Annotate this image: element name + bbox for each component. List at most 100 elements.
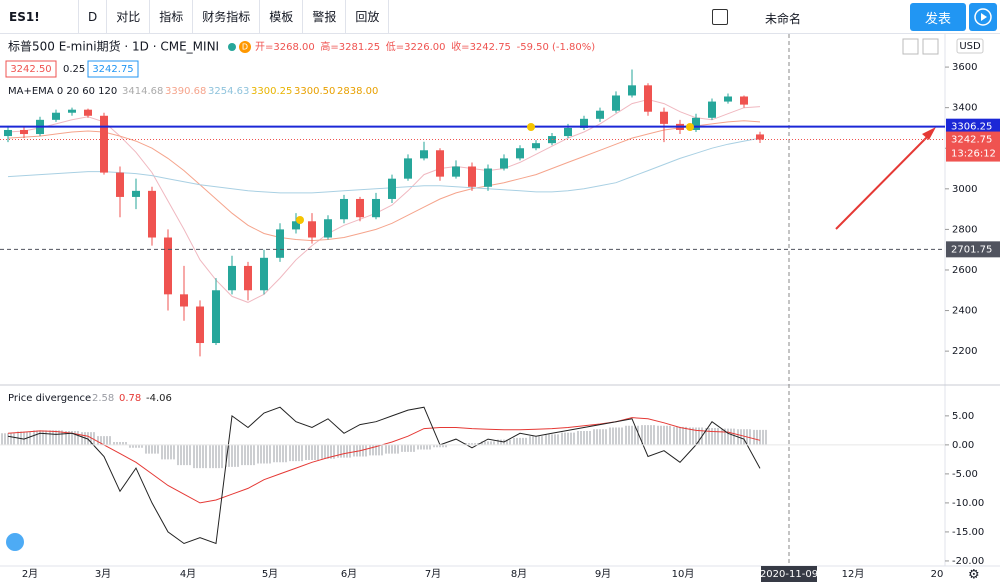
indicator-value: 2838.00	[337, 86, 378, 97]
candle-body	[100, 115, 108, 173]
candle-body	[324, 219, 332, 238]
legend-value: -4.06	[146, 393, 172, 404]
x-tick-label: 5月	[262, 568, 278, 580]
candle-body	[564, 127, 572, 137]
candle-body	[644, 85, 652, 112]
indicator-name: MA+EMA 0 20 60 120	[8, 86, 117, 97]
candle-body	[52, 112, 60, 120]
cursor-label: 2020-11-09	[760, 569, 818, 580]
countdown: 13:26:12	[951, 149, 996, 160]
y-tick-label: -5.00	[952, 469, 978, 480]
indicator-value: 3300.50	[294, 86, 335, 97]
toolbar-button[interactable]: 模板	[260, 0, 304, 34]
candle-body	[740, 96, 748, 105]
x-tick-label: 20	[931, 569, 944, 580]
indicator-value: 3390.68	[165, 86, 206, 97]
bid: 3242.50	[10, 64, 51, 75]
indicator-value: 3414.68	[122, 86, 163, 97]
candle-body	[340, 198, 348, 220]
ohlc-value: 开=3268.00	[255, 42, 315, 53]
ohlc-value: 低=3226.00	[386, 40, 446, 53]
candle-body	[68, 109, 76, 113]
moving-average	[7, 120, 761, 242]
y-tick-label: 0.00	[952, 440, 974, 451]
x-tick-label: 7月	[425, 568, 441, 580]
publish-button[interactable]: 发表	[910, 3, 966, 31]
x-tick-label: 3月	[95, 568, 111, 580]
candle-body	[388, 178, 396, 199]
candle-body	[116, 172, 124, 197]
candle-body	[276, 229, 284, 258]
candle-body	[436, 150, 444, 177]
last-price-tag	[946, 131, 1000, 162]
x-tick-label: 6月	[341, 568, 357, 580]
toolbar-button[interactable]: 回放	[346, 0, 390, 34]
x-tick-label: 10月	[672, 568, 695, 580]
y-tick-label: -10.00	[952, 498, 984, 509]
price-tag	[946, 241, 1000, 258]
toolbar-button[interactable]: 警报	[303, 0, 347, 34]
candle-body	[212, 290, 220, 344]
candle-body	[260, 257, 268, 291]
indicator-title: Price divergence	[8, 393, 91, 404]
moving-average	[7, 137, 761, 194]
cursor-tag	[761, 566, 817, 582]
candle-body	[516, 148, 524, 159]
layout-name[interactable]: 未命名	[765, 12, 802, 26]
interval[interactable]: D	[79, 0, 108, 34]
y-tick-label: 2600	[952, 265, 977, 276]
last-price-label: 3242.75	[951, 135, 992, 146]
moving-average	[7, 98, 761, 303]
indicator-value: 3254.63	[208, 86, 249, 97]
candle-body	[420, 150, 428, 159]
candle-body	[292, 221, 300, 230]
candle-body	[228, 265, 236, 291]
candle-body	[164, 237, 172, 295]
candle-body	[244, 265, 252, 291]
toolbar: ES1! D 对比 指标 财务指标 模板 警报 回放 未命名 发表	[0, 0, 1000, 34]
y-tick-label: 3600	[952, 62, 977, 73]
candle-body	[180, 294, 188, 307]
candle-body	[404, 158, 412, 179]
price-tag-label: 3306.25	[951, 122, 992, 133]
toolbar-button[interactable]: 指标	[150, 0, 194, 34]
candle-body	[580, 118, 588, 128]
symbol-title: 标普500 E-mini期货 · 1D · CME_MINI	[8, 39, 219, 54]
x-tick-label: 2月	[22, 568, 38, 580]
candle-body	[20, 129, 28, 135]
price-tag-label: 2701.75	[951, 244, 992, 255]
candle-body	[468, 166, 476, 187]
x-tick-label: 9月	[595, 568, 611, 580]
y-tick-label: -15.00	[952, 527, 984, 538]
divergence-line	[7, 417, 761, 504]
y-tick-label: -20.00	[952, 556, 984, 567]
candle-body	[596, 110, 604, 119]
chart: 标普500 E-mini期货 · 1D · CME_MINI D 3242.50…	[0, 34, 1000, 582]
x-tick-label: 8月	[511, 568, 527, 580]
candle-body	[612, 95, 620, 111]
candle-body	[628, 85, 636, 96]
signal-dot	[527, 123, 535, 131]
layout-icon[interactable]	[712, 9, 728, 25]
y-tick-label: 2800	[952, 224, 977, 235]
toolbar-button[interactable]: 财务指标	[193, 0, 261, 34]
play-button[interactable]	[969, 3, 997, 31]
signal-dot	[296, 216, 304, 224]
candle-body	[308, 221, 316, 238]
toolbar-button[interactable]: 对比	[107, 0, 151, 34]
y-tick-label: 3000	[952, 184, 977, 195]
toolbar-items: 对比 指标 财务指标 模板 警报 回放	[107, 0, 390, 34]
candle-body	[708, 101, 716, 118]
y-tick-label: 2200	[952, 346, 977, 357]
symbol[interactable]: ES1!	[0, 0, 79, 34]
price-tag	[946, 118, 1000, 135]
spread: 0.25	[63, 64, 85, 75]
candle-body	[196, 306, 204, 344]
badge: D	[242, 43, 248, 52]
x-tick-label: 12月	[842, 568, 865, 580]
settings-icon[interactable]: ⚙	[968, 568, 980, 582]
candle-body	[372, 198, 380, 218]
y-tick-label: 5.00	[952, 411, 974, 422]
signal-dot	[686, 123, 694, 131]
